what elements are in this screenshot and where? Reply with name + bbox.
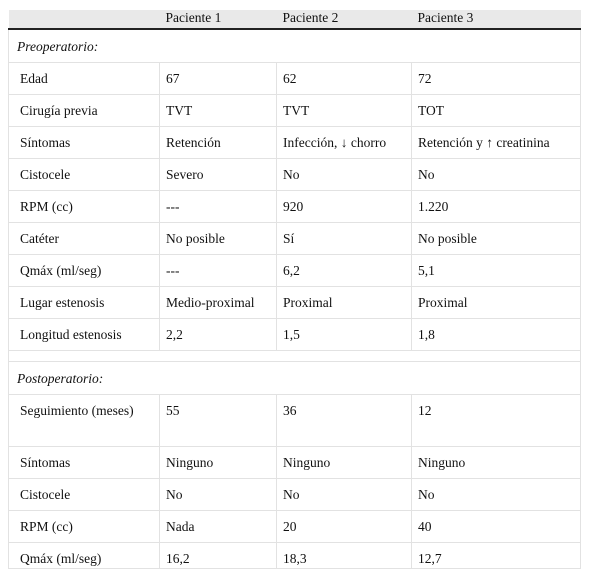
cell: Severo: [159, 158, 277, 191]
cell: ---: [159, 190, 277, 223]
row-label: Qmáx (ml/seg): [8, 542, 160, 569]
row-label: Cistocele: [8, 478, 160, 511]
cell: 920: [276, 190, 412, 223]
cell: Ninguno: [159, 446, 277, 479]
cell: Proximal: [411, 286, 581, 319]
row-label: Qmáx (ml/seg): [8, 254, 160, 287]
row-label: Edad: [8, 62, 160, 95]
data-row: Síntomas Ninguno Ninguno Ninguno: [8, 446, 581, 479]
column-header: Paciente 2: [276, 10, 412, 30]
data-row: Longitud estenosis 2,2 1,5 1,8: [8, 318, 581, 351]
cell: No: [159, 478, 277, 511]
cell: Ninguno: [276, 446, 412, 479]
cell: 1.220: [411, 190, 581, 223]
data-row: Seguimiento (meses) 55 36 12: [8, 394, 581, 447]
spacer-row: [8, 350, 581, 362]
section-title: Postoperatorio:: [8, 361, 581, 395]
cell: TOT: [411, 94, 581, 127]
cell: Ninguno: [411, 446, 581, 479]
cell: Retención: [159, 126, 277, 159]
row-label: Cistocele: [8, 158, 160, 191]
cell: 36: [276, 394, 412, 447]
row-label: Síntomas: [8, 126, 160, 159]
row-label: Cirugía previa: [8, 94, 160, 127]
cell: Retención y ↑ creatinina: [411, 126, 581, 159]
cell: 16,2: [159, 542, 277, 569]
cell: 2,2: [159, 318, 277, 351]
cell: No: [411, 478, 581, 511]
data-row: Qmáx (ml/seg) --- 6,2 5,1: [8, 254, 581, 287]
cell: 1,5: [276, 318, 412, 351]
cell: 72: [411, 62, 581, 95]
cell: 55: [159, 394, 277, 447]
header-row: Paciente 1 Paciente 2 Paciente 3: [8, 10, 581, 30]
data-row: Edad 67 62 72: [8, 62, 581, 95]
row-label: RPM (cc): [8, 190, 160, 223]
column-header: Paciente 1: [159, 10, 277, 30]
cell: No posible: [159, 222, 277, 255]
cell: No: [411, 158, 581, 191]
data-row: Catéter No posible Sí No posible: [8, 222, 581, 255]
section-row: Preoperatorio:: [8, 28, 581, 63]
cell: TVT: [276, 94, 412, 127]
cell: No: [276, 158, 412, 191]
cell: Nada: [159, 510, 277, 543]
cell: 12: [411, 394, 581, 447]
cell: 18,3: [276, 542, 412, 569]
row-label: Seguimiento (meses): [8, 394, 160, 447]
cell: 62: [276, 62, 412, 95]
cell: No posible: [411, 222, 581, 255]
data-row: RPM (cc) --- 920 1.220: [8, 190, 581, 223]
data-row: Síntomas Retención Infección, ↓ chorro Rete…: [8, 126, 581, 159]
cell: 12,7: [411, 542, 581, 569]
cell: 5,1: [411, 254, 581, 287]
cell: 1,8: [411, 318, 581, 351]
results-table: Paciente 1 Paciente 2 Paciente 3 Preoperat…: [8, 10, 581, 569]
section-title: Preoperatorio:: [8, 28, 581, 63]
row-label: Catéter: [8, 222, 160, 255]
cell: 6,2: [276, 254, 412, 287]
data-row: Qmáx (ml/seg) 16,2 18,3 12,7: [8, 542, 581, 569]
cell: TVT: [159, 94, 277, 127]
cell: Infección, ↓ chorro: [276, 126, 412, 159]
cell: 20: [276, 510, 412, 543]
header-corner: [8, 10, 160, 30]
cell: No: [276, 478, 412, 511]
row-label: Lugar estenosis: [8, 286, 160, 319]
table-body: Preoperatorio: Edad 67 62 72 Cirugía previa TV…: [8, 28, 581, 569]
cell: 40: [411, 510, 581, 543]
data-row: Cirugía previa TVT TVT TOT: [8, 94, 581, 127]
section-row: Postoperatorio:: [8, 361, 581, 395]
cell: Proximal: [276, 286, 412, 319]
row-label: Síntomas: [8, 446, 160, 479]
row-label: Longitud estenosis: [8, 318, 160, 351]
data-row: Cistocele Severo No No: [8, 158, 581, 191]
row-label: RPM (cc): [8, 510, 160, 543]
cell: Medio-proximal: [159, 286, 277, 319]
spacer-cell: [8, 350, 581, 362]
data-row: RPM (cc) Nada 20 40: [8, 510, 581, 543]
data-row: Cistocele No No No: [8, 478, 581, 511]
cell: ---: [159, 254, 277, 287]
column-header: Paciente 3: [411, 10, 581, 30]
cell: Sí: [276, 222, 412, 255]
cell: 67: [159, 62, 277, 95]
data-row: Lugar estenosis Medio-proximal Proximal Pro…: [8, 286, 581, 319]
